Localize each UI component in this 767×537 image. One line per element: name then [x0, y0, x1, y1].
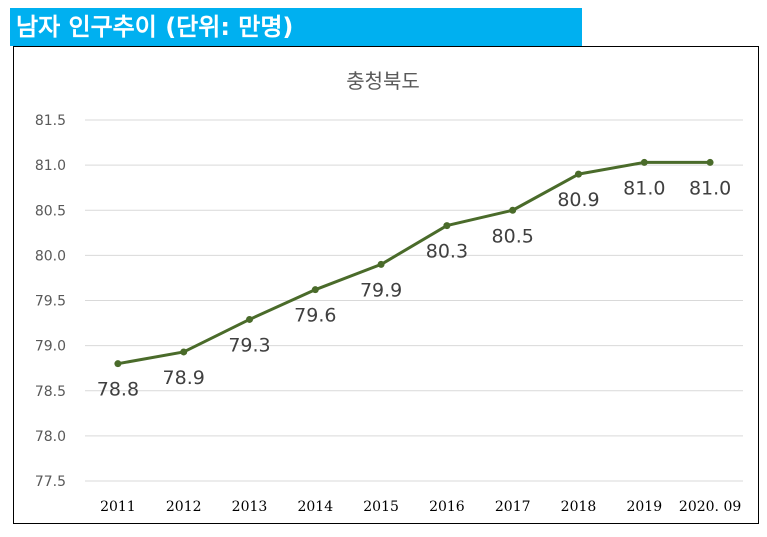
data-label: 78.8	[97, 379, 139, 401]
data-label: 79.6	[294, 305, 336, 327]
data-point	[443, 222, 451, 230]
x-axis-ticks: 2011 2012 2013 2014 2015 2016 2017 2018 2019 2020…	[100, 499, 741, 515]
series-line	[117, 160, 711, 366]
x-tick-label: 2019	[626, 499, 662, 515]
data-point	[640, 158, 648, 166]
x-tick-label: 2014	[297, 499, 333, 515]
y-tick-label: 80.0	[35, 248, 66, 264]
data-points	[114, 158, 714, 368]
data-point	[706, 158, 714, 166]
data-point	[114, 360, 122, 368]
data-labels: 78.8 78.9 79.3 79.6 79.9 80.3 80.5 80.9 81.0 81.0	[97, 177, 732, 400]
y-tick-label: 77.5	[35, 474, 66, 490]
y-tick-label: 80.5	[35, 203, 66, 219]
chart-banner-title: 남자 인구추이 (단위: 만명)	[10, 8, 582, 46]
x-tick-label: 2015	[363, 499, 399, 515]
data-point	[311, 286, 319, 294]
x-tick-label: 2020. 09	[679, 499, 741, 515]
data-label: 79.3	[228, 334, 270, 356]
data-label: 79.9	[360, 279, 402, 301]
data-label: 80.3	[426, 241, 468, 263]
y-tick-label: 81.5	[35, 113, 66, 129]
data-point	[180, 348, 188, 356]
x-tick-label: 2013	[232, 499, 268, 515]
y-tick-label: 78.5	[35, 384, 66, 400]
data-label: 80.9	[557, 189, 599, 211]
x-tick-label: 2012	[166, 499, 202, 515]
x-tick-label: 2018	[561, 499, 597, 515]
data-label: 81.0	[623, 177, 665, 199]
data-point	[377, 260, 385, 268]
chart-frame	[13, 46, 759, 524]
y-tick-label: 78.0	[35, 429, 66, 445]
data-label: 80.5	[492, 225, 534, 247]
y-tick-label: 79.0	[35, 339, 66, 355]
x-tick-label: 2011	[100, 499, 136, 515]
y-tick-label: 81.0	[35, 158, 66, 174]
data-label: 81.0	[689, 177, 731, 199]
x-tick-label: 2017	[495, 499, 531, 515]
gridlines	[85, 119, 743, 482]
y-axis-ticks: 77.5 78.0 78.5 79.0 79.5 80.0 80.5 81.0 81.5	[35, 113, 66, 490]
x-tick-label: 2016	[429, 499, 465, 515]
data-label: 78.9	[163, 367, 205, 389]
data-point	[246, 315, 253, 323]
chart-title: 충청북도	[346, 69, 420, 93]
data-point	[575, 170, 582, 178]
data-point	[509, 206, 517, 214]
y-tick-label: 79.5	[35, 294, 66, 310]
